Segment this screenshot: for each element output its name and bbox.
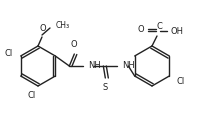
Text: NH: NH bbox=[88, 60, 101, 70]
Text: O: O bbox=[70, 40, 77, 49]
Text: O: O bbox=[40, 24, 46, 33]
Text: C: C bbox=[156, 22, 162, 31]
Text: Cl: Cl bbox=[176, 77, 185, 86]
Text: Cl: Cl bbox=[4, 48, 13, 58]
Text: O: O bbox=[137, 25, 144, 34]
Text: NH: NH bbox=[122, 60, 135, 70]
Text: Cl: Cl bbox=[28, 91, 36, 100]
Text: CH₃: CH₃ bbox=[56, 22, 70, 30]
Text: S: S bbox=[103, 83, 108, 92]
Text: OH: OH bbox=[171, 27, 184, 36]
